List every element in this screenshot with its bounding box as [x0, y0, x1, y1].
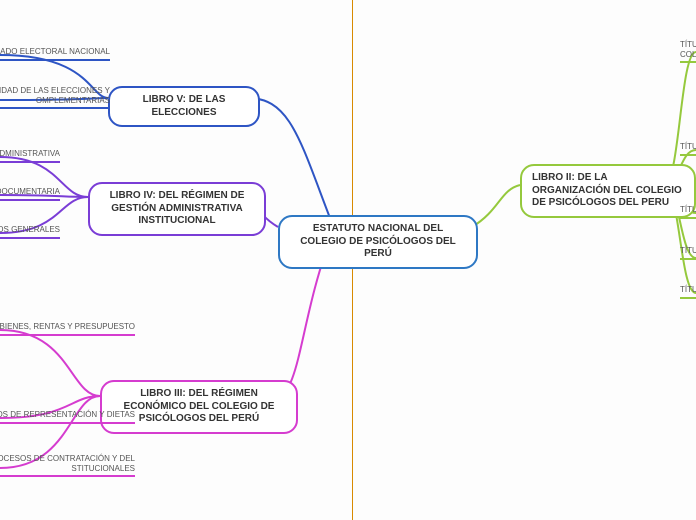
leaf-text: - DE LOS BIENES, RENTAS Y PRESUPUESTO	[0, 322, 135, 331]
libro4-leaf: NTOS GENERALES	[0, 225, 60, 239]
libro2-label: LIBRO II: DE LA ORGANIZACIÓN DEL COLEGIO…	[532, 172, 682, 208]
libro2-leaf: TÍTULO III - DE	[680, 205, 696, 219]
leaf-text: ADMINISTRATIVA	[0, 149, 60, 158]
leaf-text: TÍTULO I - ASPECTOS DEL COLEGIO DE P	[680, 40, 696, 59]
leaf-text: OS GASTOS DE REPRESENTACIÓN Y DIETAS	[0, 410, 135, 419]
libro4-leaf: ADMINISTRATIVA	[0, 149, 60, 163]
libro4-leaf: DOCUMENTARIA	[0, 187, 60, 201]
leaf-text: LA NULIDAD DE LAS ELECCIONES Y OMPLEMENT…	[0, 86, 110, 105]
libro3-label: LIBRO III: DEL RÉGIMEN ECONÓMICO DEL COL…	[124, 388, 275, 424]
leaf-text: NTOS GENERALES	[0, 225, 60, 234]
libro3-leaf: OS GASTOS DE REPRESENTACIÓN Y DIETAS	[0, 410, 135, 424]
libro2-node[interactable]: LIBRO II: DE LA ORGANIZACIÓN DEL COLEGIO…	[520, 164, 696, 218]
libro2-leaf: TÍTULO I - ASPECTOS DEL COLEGIO DE P	[680, 40, 696, 63]
leaf-text: TÍTULO II - DE	[680, 142, 696, 151]
libro3-node[interactable]: LIBRO III: DEL RÉGIMEN ECONÓMICO DEL COL…	[100, 380, 298, 434]
leaf-text: TÍTULO III - DE	[680, 205, 696, 214]
center-node[interactable]: ESTATUTO NACIONAL DEL COLEGIO DE PSICÓLO…	[278, 215, 478, 269]
center-label: ESTATUTO NACIONAL DEL COLEGIO DE PSICÓLO…	[300, 223, 456, 259]
libro2-leaf: TÍTULO IV - DE Y TRANSITORI	[680, 246, 696, 260]
libro2-leaf: TÍTULO V - DE	[680, 285, 696, 299]
leaf-text: TÍTULO V - DE	[680, 285, 696, 294]
libro5-leaf: LA NULIDAD DE LAS ELECCIONES Y OMPLEMENT…	[0, 86, 110, 109]
libro3-leaf: PROCESOS DE CONTRATACIÓN Y DEL STITUCION…	[0, 454, 135, 477]
libro5-node[interactable]: LIBRO V: DE LAS ELECCIONES	[108, 86, 260, 127]
libro5-leaf: DEL JURADO ELECTORAL NACIONAL	[0, 47, 110, 61]
leaf-text: TÍTULO IV - DE Y TRANSITORI	[680, 246, 696, 255]
leaf-text: DEL JURADO ELECTORAL NACIONAL	[0, 47, 110, 56]
libro2-leaf: TÍTULO II - DE	[680, 142, 696, 156]
libro5-label: LIBRO V: DE LAS ELECCIONES	[143, 94, 226, 118]
libro4-node[interactable]: LIBRO IV: DEL RÉGIMEN DE GESTIÓN ADMINIS…	[88, 182, 266, 236]
libro4-label: LIBRO IV: DEL RÉGIMEN DE GESTIÓN ADMINIS…	[110, 190, 245, 226]
libro3-leaf: - DE LOS BIENES, RENTAS Y PRESUPUESTO	[0, 322, 135, 336]
leaf-text: PROCESOS DE CONTRATACIÓN Y DEL STITUCION…	[0, 454, 135, 473]
leaf-text: DOCUMENTARIA	[0, 187, 60, 196]
